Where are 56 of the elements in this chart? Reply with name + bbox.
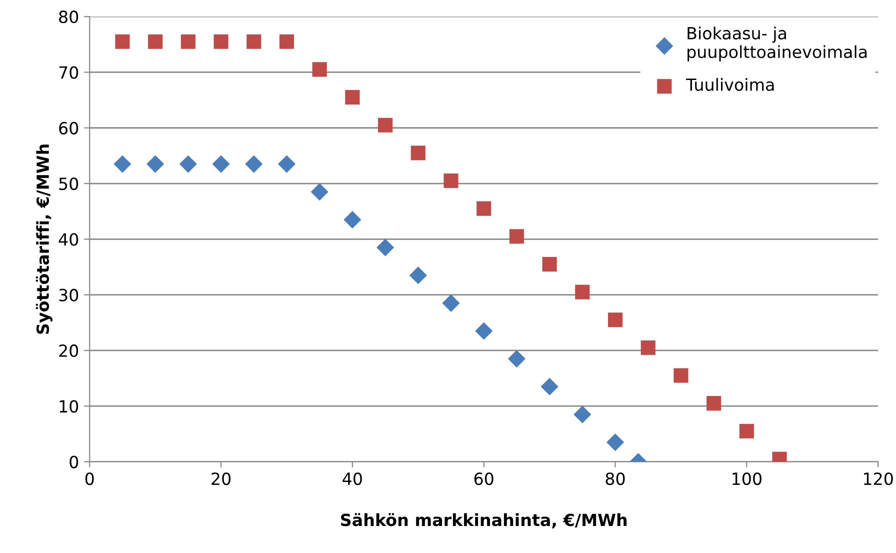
point — [212, 155, 230, 173]
point — [179, 155, 197, 173]
point — [410, 146, 426, 160]
y-tick-label: 10 — [60, 400, 78, 413]
point — [509, 229, 524, 244]
x-tick-label: 60 — [474, 472, 494, 486]
point — [148, 34, 163, 49]
x-tick-label: 0 — [85, 472, 94, 486]
point — [508, 350, 526, 368]
legend-label: Biokaasu- ja puupolttoainevoimala — [688, 26, 867, 62]
y-tick-label: 40 — [58, 233, 78, 246]
point — [245, 155, 263, 173]
point — [344, 210, 362, 228]
point — [540, 378, 558, 396]
point — [115, 34, 130, 49]
point — [114, 155, 132, 173]
x-tick-label: 120 — [864, 472, 893, 486]
point — [608, 312, 623, 328]
point — [674, 368, 688, 383]
point — [214, 34, 228, 49]
y-axis-title: Syöttötariffi, €/MWh — [36, 144, 52, 334]
legend-label: Tuulivoima — [686, 78, 774, 91]
point — [640, 340, 656, 355]
point — [706, 396, 722, 411]
x-tick-label: 40 — [342, 472, 362, 486]
y-tick-label: 80 — [59, 10, 78, 24]
point — [409, 266, 427, 284]
x-tick-label: 20 — [212, 472, 231, 486]
point — [574, 406, 592, 424]
point — [606, 433, 624, 452]
point — [575, 284, 590, 300]
point — [476, 201, 492, 216]
y-tick-label: 0 — [70, 456, 78, 468]
point — [444, 173, 458, 188]
point — [146, 155, 164, 173]
point — [278, 155, 296, 173]
y-tick-label: 50 — [59, 177, 78, 190]
x-tick-label: 100 — [732, 472, 762, 486]
y-tick-label: 70 — [59, 66, 78, 79]
x-tick-label: 80 — [606, 472, 625, 486]
point — [376, 238, 394, 256]
point — [442, 294, 460, 312]
point — [180, 34, 196, 49]
y-tick-label: 60 — [59, 122, 78, 134]
y-tick-label: 20 — [59, 344, 78, 358]
point — [312, 62, 327, 77]
point — [246, 34, 262, 49]
y-tick-label: 30 — [59, 288, 78, 302]
point — [739, 424, 754, 438]
point — [310, 183, 328, 201]
x-axis-title: Sähkön markkinahinta, €/MWh — [341, 513, 627, 528]
point — [345, 90, 360, 105]
point — [279, 34, 294, 49]
point — [378, 118, 393, 132]
point — [542, 256, 557, 272]
point — [475, 322, 493, 340]
